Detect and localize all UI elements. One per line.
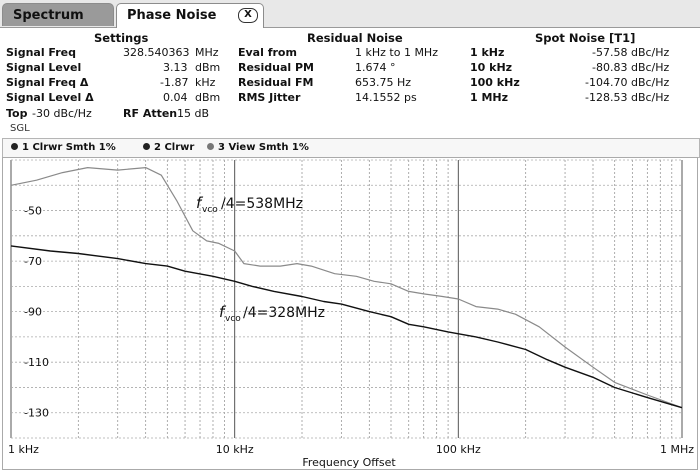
signal-freq-value: 328.540363 <box>123 46 190 59</box>
signal-level-delta-label: Signal Level Δ <box>6 91 94 104</box>
eval-from-value: 1 kHz to 1 MHz <box>355 46 438 59</box>
plot-grid <box>10 159 683 439</box>
rms-jitter-value: 14.1552 ps <box>355 91 417 104</box>
signal-level-label: Signal Level <box>6 61 82 74</box>
signal-freq-delta-label: Signal Freq Δ <box>6 76 89 89</box>
x-tick-label: 1 MHz <box>660 443 694 456</box>
y-tick-label: -130 <box>24 407 49 420</box>
trace-1-legend[interactable]: 1 Clrwr Smth 1% <box>11 139 116 157</box>
top-value: -30 dBc/Hz <box>32 107 92 120</box>
annotation-upper-text: /4=538MHz <box>221 196 303 212</box>
spot-value-3: -104.70 dBc/Hz <box>585 76 670 89</box>
signal-freq-delta-value: -1.87 <box>160 76 189 89</box>
signal-level-delta-value: 0.04 <box>163 91 188 104</box>
rf-atten-label: RF Atten <box>123 107 178 120</box>
rms-jitter-label: RMS Jitter <box>238 91 301 104</box>
tab-bar: Spectrum Phase Noise X <box>0 0 700 28</box>
y-tick-label: -50 <box>24 205 42 218</box>
x-axis-title: Frequency Offset <box>302 456 396 469</box>
signal-level-value: 3.13 <box>163 61 188 74</box>
trace-line-2 <box>10 245 683 409</box>
tab-spectrum[interactable]: Spectrum <box>2 3 114 26</box>
trace-2-label: 2 Clrwr <box>154 142 195 153</box>
x-tick-label: 1 kHz <box>8 443 39 456</box>
signal-freq-delta-unit: kHz <box>195 76 216 89</box>
annotation-upper-subscript: vco <box>202 205 218 215</box>
spot-value-1: -57.58 dBc/Hz <box>592 46 670 59</box>
trace-1-label: 1 Clrwr Smth 1% <box>22 142 116 153</box>
eval-from-label: Eval from <box>238 46 297 59</box>
close-tab-icon[interactable]: X <box>238 8 258 23</box>
measurement-info-panel: Settings Residual Noise Spot Noise [T1] … <box>0 28 700 136</box>
trace-3-label: 3 View Smth 1% <box>218 142 309 153</box>
spot-noise-title: Spot Noise [T1] <box>535 31 636 45</box>
y-tick-label: -90 <box>24 306 42 319</box>
spot-offset-1: 1 kHz <box>470 46 505 59</box>
annotation-lower-text: /4=328MHz <box>243 305 325 321</box>
rf-atten-value: 15 dB <box>177 107 210 120</box>
traces <box>10 167 683 409</box>
trace-2-legend[interactable]: 2 Clrwr <box>143 139 194 157</box>
residual-noise-title: Residual Noise <box>307 31 403 45</box>
trace-3-dot-icon <box>207 142 214 150</box>
residual-pm-label: Residual PM <box>238 61 314 74</box>
top-label: Top <box>6 107 28 120</box>
annotation-upper-symbol: f <box>196 194 204 212</box>
spot-value-4: -128.53 dBc/Hz <box>585 91 670 104</box>
signal-level-unit: dBm <box>195 61 221 74</box>
y-tick-label: -70 <box>24 255 42 268</box>
settings-title: Settings <box>94 31 149 45</box>
residual-pm-value: 1.674 ° <box>355 61 396 74</box>
y-axis-labels: -50 -70 -90 -110 -130 <box>24 205 49 420</box>
trace-1-dot-icon <box>11 142 18 150</box>
x-tick-label: 10 kHz <box>216 443 254 456</box>
spot-value-2: -80.83 dBc/Hz <box>592 61 670 74</box>
signal-freq-label: Signal Freq <box>6 46 76 59</box>
trace-2-dot-icon <box>143 142 150 150</box>
residual-fm-value: 653.75 Hz <box>355 76 412 89</box>
trace-3-legend[interactable]: 3 View Smth 1% <box>207 139 309 157</box>
signal-level-delta-unit: dBm <box>195 91 221 104</box>
spot-offset-3: 100 kHz <box>470 76 520 89</box>
annotation-lower-subscript: vco <box>225 314 241 324</box>
x-tick-label: 100 kHz <box>436 443 481 456</box>
signal-freq-unit: MHz <box>195 46 219 59</box>
residual-fm-label: Residual FM <box>238 76 314 89</box>
phase-noise-plot-frame <box>2 157 698 470</box>
sweep-mode-indicator: SGL <box>10 123 30 134</box>
spot-offset-4: 1 MHz <box>470 91 509 104</box>
y-tick-label: -110 <box>24 356 49 369</box>
annotation-lower-symbol: f <box>219 303 227 321</box>
trace-line-1 <box>10 167 683 409</box>
x-axis-labels: 1 kHz 10 kHz 100 kHz 1 MHz <box>8 443 694 456</box>
spot-offset-2: 10 kHz <box>470 61 513 74</box>
